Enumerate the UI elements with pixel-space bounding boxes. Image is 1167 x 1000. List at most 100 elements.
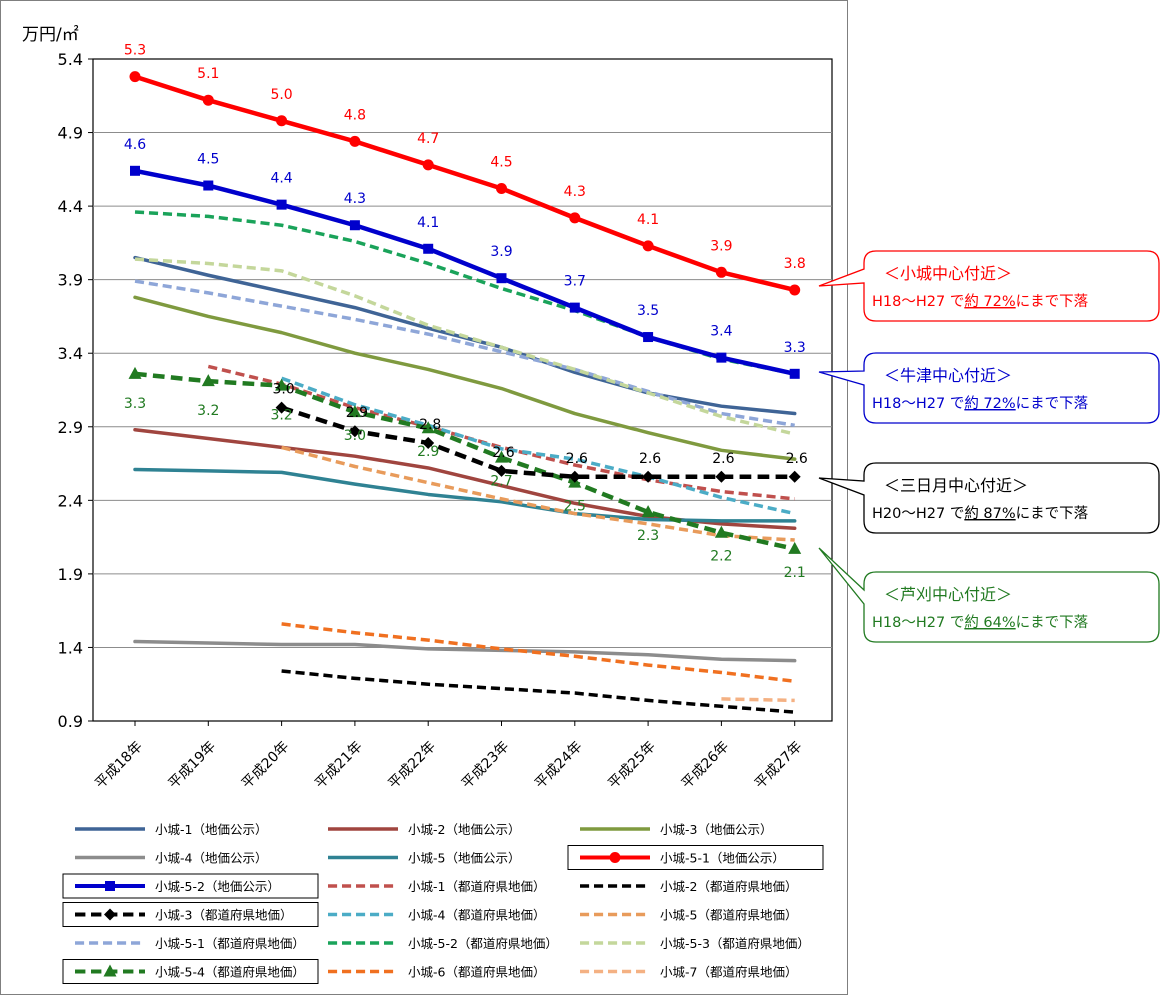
- y-tick-label: 3.9: [58, 271, 83, 290]
- data-point: [201, 374, 215, 387]
- data-label: 2.6: [786, 451, 808, 467]
- callout-box: ＜三日月中心付近＞ H20～H27 で約 87%にまで下落: [818, 462, 1160, 534]
- series-line: [133, 467, 797, 523]
- legend-label: 小城-5-2（都道府県地価）: [408, 936, 558, 951]
- y-tick-label: 1.9: [58, 565, 83, 584]
- y-tick-label: 2.4: [58, 491, 83, 510]
- legend-item: 小城-5-4（都道府県地価）: [62, 959, 319, 984]
- legend-label: 小城-5（都道府県地価）: [660, 908, 797, 923]
- data-label: 4.1: [637, 212, 659, 228]
- legend-item: 小城-5-2（地価公示）: [62, 873, 319, 899]
- callout-title: ＜牛津中心付近＞: [884, 366, 1012, 385]
- legend-label: 小城-4（地価公示）: [155, 851, 267, 866]
- data-label: 3.2: [197, 403, 219, 419]
- legend-item: 小城-6（都道府県地価）: [328, 965, 545, 980]
- callout-title: ＜三日月中心付近＞: [884, 476, 1028, 495]
- legend-item: 小城-5-1（地価公示）: [567, 845, 824, 870]
- legend-label: 小城-5-2（地価公示）: [155, 879, 280, 894]
- data-point: [348, 425, 361, 438]
- legend-marker: [103, 964, 117, 977]
- legend-label: 小城-2（都道府県地価）: [660, 879, 797, 894]
- data-label: 2.6: [566, 451, 588, 467]
- legend-label: 小城-5-3（都道府県地価）: [660, 936, 810, 951]
- data-point: [276, 115, 288, 127]
- legend-highlight-box: [62, 959, 319, 984]
- callout-title: ＜芦刈中心付近＞: [884, 585, 1012, 604]
- data-label: 3.4: [710, 324, 732, 340]
- callout-period: H18～H27 で: [872, 294, 964, 310]
- legend-item: 小城-7（都道府県地価）: [580, 965, 797, 980]
- legend-label: 小城-3（都道府県地価）: [155, 908, 292, 923]
- series-line-group: [133, 467, 797, 523]
- data-point: [642, 240, 654, 252]
- data-label: 5.1: [197, 66, 219, 82]
- callout-ratio: 約 72%: [964, 395, 1015, 412]
- legend-label: 小城-6（都道府県地価）: [408, 965, 545, 980]
- data-label: 2.9: [346, 405, 368, 421]
- callout-shape: [818, 547, 1160, 643]
- callout-box: ＜小城中心付近＞ H18～H27 で約 72%にまで下落: [818, 250, 1160, 322]
- data-label: 3.7: [564, 274, 586, 290]
- data-label: 2.2: [710, 549, 732, 565]
- data-label: 4.3: [564, 184, 586, 200]
- data-point: [129, 71, 141, 83]
- data-point: [789, 284, 801, 296]
- series-line-group: [721, 697, 795, 703]
- callout-tail: にまで下落: [1016, 505, 1089, 522]
- data-label: 5.0: [270, 87, 292, 103]
- series-line-group: [134, 279, 795, 428]
- y-tick-label: 5.4: [58, 50, 83, 69]
- callout-period: H18～H27 で: [872, 396, 964, 412]
- data-point: [275, 378, 289, 391]
- legend-item: 小城-1（都道府県地価）: [328, 879, 545, 894]
- data-label: 3.5: [637, 303, 659, 319]
- y-tick-label: 2.9: [58, 418, 83, 437]
- legend-marker: [104, 908, 116, 921]
- legend-marker: [105, 881, 115, 891]
- data-label: 4.7: [417, 131, 439, 147]
- data-point: [715, 266, 727, 278]
- data-point: [275, 401, 288, 414]
- data-label: 2.6: [492, 445, 514, 461]
- legend-item: 小城-3（都道府県地価）: [62, 902, 319, 927]
- series-line: [133, 295, 797, 461]
- data-point: [348, 405, 362, 418]
- data-point: [715, 470, 728, 483]
- data-point: [569, 212, 581, 224]
- data-label: 4.3: [344, 191, 366, 207]
- data-point: [568, 470, 581, 483]
- callout-text: H18～H27 で約 72%にまで下落: [872, 395, 1089, 412]
- data-point: [496, 273, 507, 284]
- callout-tail: にまで下落: [1016, 293, 1089, 310]
- data-label: 2.7: [490, 474, 512, 490]
- y-tick-label: 0.9: [58, 712, 83, 731]
- data-point: [643, 332, 654, 343]
- y-unit-label: 万円/㎡: [22, 25, 79, 45]
- legend-label: 小城-1（地価公示）: [155, 822, 267, 837]
- series-line-group: [281, 622, 795, 684]
- data-label: 3.3: [784, 340, 806, 356]
- series-line-group: [281, 376, 796, 516]
- y-tick-label: 4.4: [58, 197, 83, 216]
- callout-ratio: 約 87%: [964, 505, 1015, 522]
- data-label: 4.8: [344, 107, 366, 123]
- plot-area: [92, 58, 833, 722]
- series-line: [133, 639, 797, 663]
- legend-marker: [609, 852, 621, 863]
- callout-shape: [818, 462, 1160, 534]
- legend-item: 小城-3（地価公示）: [580, 822, 772, 837]
- y-tick-label: 3.4: [58, 344, 83, 363]
- legend-item: 小城-5-1（都道府県地価）: [75, 936, 305, 951]
- legend-highlight-box: [62, 873, 319, 899]
- legend-item: 小城-2（地価公示）: [328, 822, 520, 837]
- legend-label: 小城-5-4（都道府県地価）: [155, 965, 305, 980]
- data-label: 3.2: [270, 408, 292, 424]
- data-point: [788, 541, 802, 554]
- data-label: 2.8: [419, 417, 441, 433]
- data-point: [422, 159, 434, 171]
- series-line: [134, 257, 796, 436]
- data-label: 3.0: [344, 428, 366, 444]
- series-line: [132, 168, 797, 377]
